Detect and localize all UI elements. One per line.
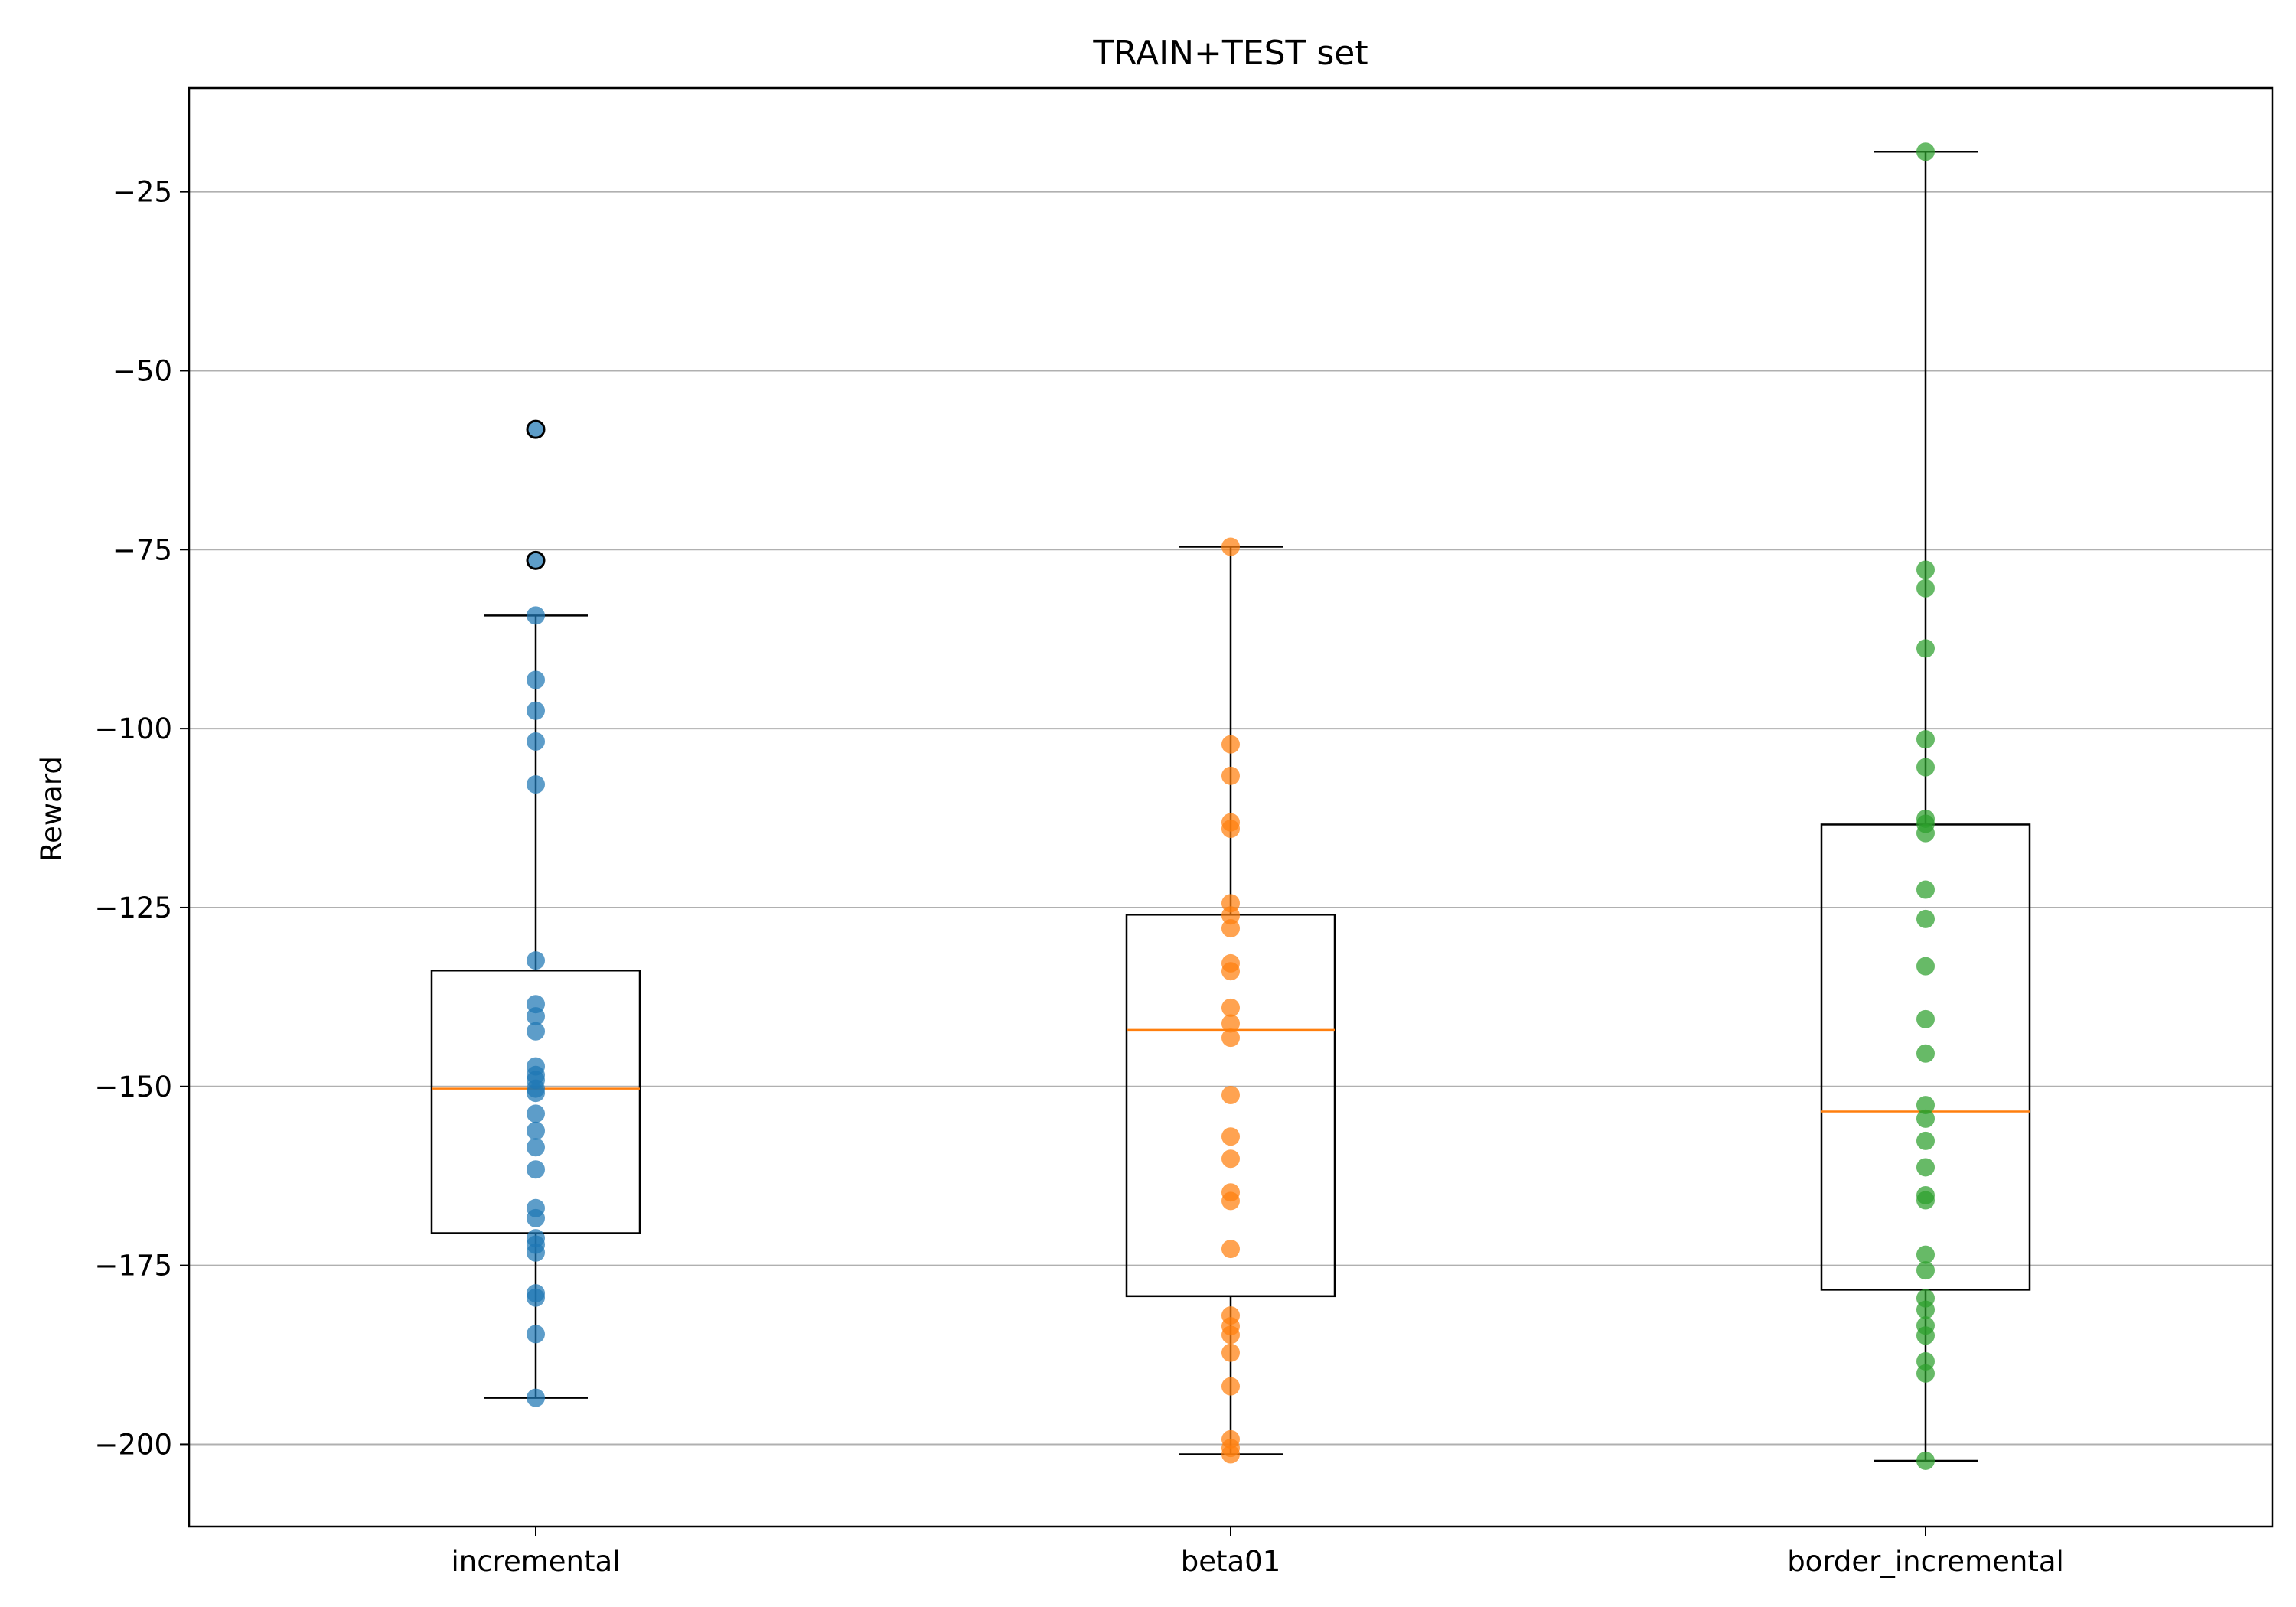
- data-point: [1221, 1343, 1240, 1362]
- data-point: [527, 732, 545, 751]
- data-point: [527, 1288, 545, 1307]
- data-point: [1916, 1158, 1935, 1177]
- data-point: [527, 951, 545, 970]
- data-point: [527, 1160, 545, 1179]
- data-point: [527, 1388, 545, 1407]
- data-point: [527, 1022, 545, 1041]
- data-point: [527, 701, 545, 720]
- data-point: [527, 670, 545, 689]
- data-point: [1916, 909, 1935, 928]
- data-point: [527, 1104, 545, 1123]
- data-point: [527, 1007, 545, 1026]
- outlier-marker: [526, 550, 546, 570]
- x-tick-label: border_incremental: [1787, 1545, 2064, 1578]
- data-point: [527, 1243, 545, 1262]
- data-point: [1221, 962, 1240, 981]
- data-point: [527, 1121, 545, 1140]
- data-point: [1221, 820, 1240, 839]
- data-point: [1221, 537, 1240, 556]
- data-points: [526, 142, 1935, 1470]
- data-point: [1916, 1009, 1935, 1028]
- data-point: [1221, 1325, 1240, 1345]
- outlier-marker: [526, 419, 546, 439]
- data-point: [1916, 1326, 1935, 1345]
- data-point: [1916, 823, 1935, 843]
- chart-title: TRAIN+TEST set: [1092, 34, 1368, 73]
- data-point: [1916, 1191, 1935, 1210]
- points-border_incremental: [1916, 142, 1935, 1470]
- data-point: [1221, 1086, 1240, 1104]
- x-tick-label: incremental: [452, 1545, 621, 1578]
- data-point: [1916, 957, 1935, 976]
- data-point: [1916, 1109, 1935, 1128]
- data-point: [1916, 1131, 1935, 1150]
- data-point: [527, 420, 545, 439]
- data-point: [1916, 639, 1935, 658]
- y-tick-label: −75: [113, 533, 172, 566]
- points-incremental: [526, 419, 546, 1407]
- y-axis-ticks: −25 −50 −75 −100 −125 −150 −175 −200: [94, 176, 189, 1461]
- data-point: [527, 1084, 545, 1103]
- data-point: [1221, 1149, 1240, 1169]
- data-point: [1916, 579, 1935, 598]
- data-point: [527, 1208, 545, 1227]
- y-tick-label: −125: [94, 892, 172, 924]
- y-tick-label: −175: [94, 1250, 172, 1283]
- data-point: [1916, 142, 1935, 161]
- data-point: [1916, 1451, 1935, 1470]
- data-point: [1916, 880, 1935, 899]
- data-point: [1221, 919, 1240, 938]
- data-point: [1916, 1261, 1935, 1280]
- y-tick-label: −50: [113, 354, 172, 387]
- data-point: [527, 775, 545, 794]
- data-point: [1916, 1096, 1935, 1115]
- y-axis-label: Reward: [35, 756, 68, 862]
- data-point: [1916, 1300, 1935, 1319]
- data-point: [1916, 730, 1935, 749]
- data-point: [1221, 998, 1240, 1017]
- data-point: [1916, 1364, 1935, 1383]
- data-point: [527, 606, 545, 625]
- data-point: [1916, 1245, 1935, 1264]
- data-point: [1221, 1377, 1240, 1396]
- y-tick-label: −150: [94, 1071, 172, 1103]
- data-point: [1221, 1445, 1240, 1464]
- data-point: [1221, 735, 1240, 754]
- data-point: [1221, 1191, 1240, 1211]
- y-tick-label: −25: [113, 176, 172, 209]
- data-point: [527, 1138, 545, 1157]
- y-tick-label: −100: [94, 712, 172, 745]
- data-point: [1221, 766, 1240, 785]
- y-tick-label: −200: [94, 1428, 172, 1461]
- data-point: [1221, 1240, 1240, 1259]
- points-beta01: [1221, 537, 1240, 1464]
- data-point: [1916, 560, 1935, 579]
- data-point: [1916, 1044, 1935, 1063]
- data-point: [527, 1325, 545, 1344]
- data-point: [1221, 1028, 1240, 1048]
- data-point: [1221, 1014, 1240, 1033]
- data-point: [527, 551, 545, 570]
- data-point: [1221, 1127, 1240, 1146]
- data-point: [1916, 758, 1935, 777]
- data-point: [1221, 906, 1240, 925]
- x-axis-ticks: incremental beta01 border_incremental: [452, 1527, 2064, 1578]
- x-tick-label: beta01: [1181, 1545, 1281, 1578]
